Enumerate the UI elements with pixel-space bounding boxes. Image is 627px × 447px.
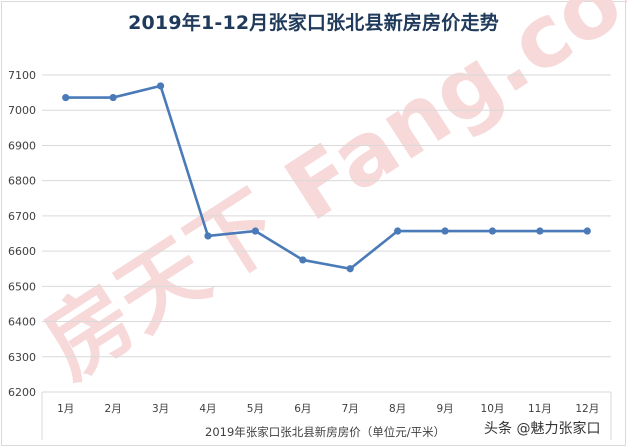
data-point-marker	[488, 227, 497, 235]
watermark: 房天下 Fang.com	[27, 0, 627, 398]
y-tick-label: 6900	[8, 139, 36, 152]
x-tick-label: 12月	[575, 403, 599, 415]
x-tick-label: 3月	[152, 403, 169, 415]
x-axis-title: 2019年张家口张北县新房房价（单位元/平米）	[205, 425, 446, 439]
x-axis: 1月 2月 3月 4月 5月 6月 7月 8月 9月 10月 11月 12月	[41, 391, 612, 440]
credit-watermark: 头条 @魅力张家口	[484, 421, 601, 437]
data-point-marker	[109, 93, 117, 102]
chart-title: 2019年1-12月张家口张北县新房房价走势	[128, 12, 499, 34]
y-tick-label: 6500	[8, 280, 36, 293]
data-point-marker	[441, 227, 449, 235]
x-tick-label: 9月	[436, 403, 453, 415]
x-tick-label: 1月	[57, 403, 74, 415]
x-tick-label: 8月	[389, 403, 406, 415]
data-series	[62, 82, 591, 273]
watermark-text: 房天下 Fang.com	[27, 0, 627, 398]
x-tick-label: 5月	[247, 403, 264, 415]
data-point-marker	[394, 227, 402, 235]
y-tick-label: 6600	[8, 245, 36, 258]
data-point-marker	[299, 256, 307, 264]
y-tick-label: 7100	[8, 69, 36, 82]
series-line	[65, 84, 588, 271]
gridlines	[42, 74, 611, 358]
data-point-marker	[62, 93, 70, 102]
y-tick-label: 6700	[8, 210, 36, 223]
y-tick-label: 6400	[8, 316, 36, 329]
data-point-marker	[251, 227, 259, 235]
y-tick-label: 6300	[8, 351, 36, 364]
y-tick-label: 7000	[8, 104, 36, 117]
x-tick-label: 4月	[199, 403, 216, 415]
data-point-marker	[346, 265, 354, 273]
x-tick-label: 10月	[481, 403, 505, 415]
y-tick-label: 6800	[8, 175, 36, 188]
data-point-marker	[156, 82, 165, 90]
data-point-marker	[204, 232, 212, 240]
x-tick-label: 6月	[294, 403, 311, 415]
x-tick-label: 2月	[105, 403, 122, 415]
data-point-marker	[536, 227, 544, 235]
x-tick-label: 7月	[342, 403, 359, 415]
y-tick-label: 6200	[8, 386, 36, 399]
y-axis: 6200 6300 6400 6500 6600 6700 6800 6900 7000 7100	[8, 69, 36, 399]
data-point-marker	[583, 227, 591, 235]
x-tick-label: 11月	[528, 403, 552, 415]
